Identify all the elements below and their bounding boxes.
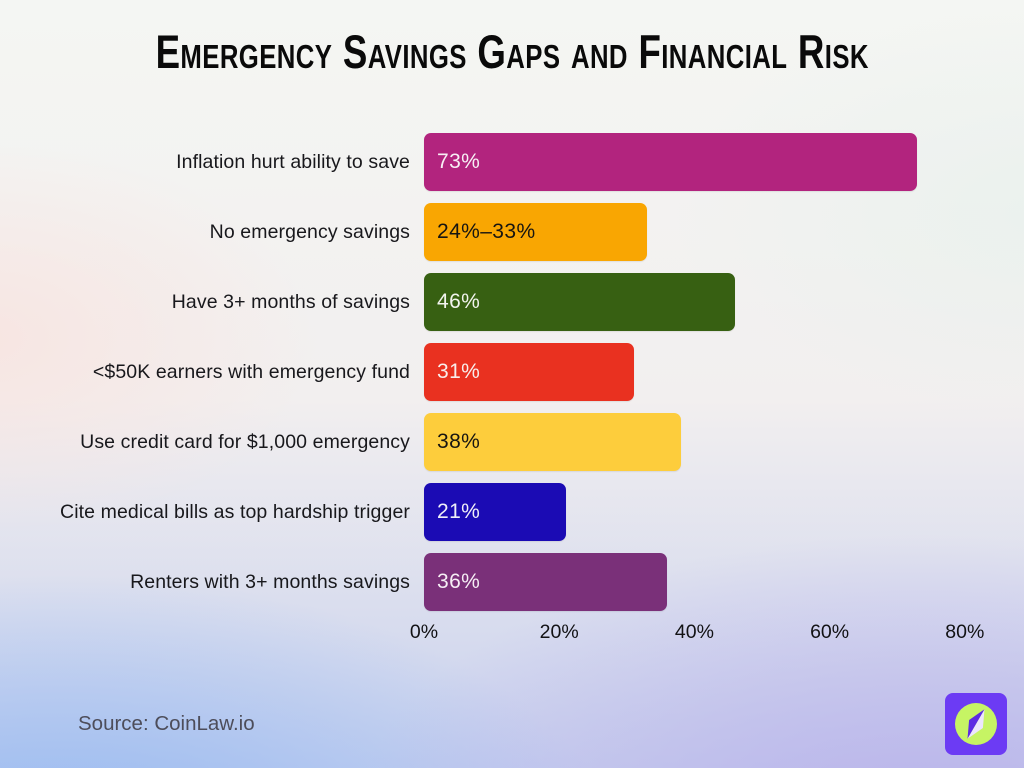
x-axis: 0% 20% 40% 60% 80% bbox=[410, 621, 1024, 647]
bar-row: Renters with 3+ months savings 36% bbox=[0, 553, 1024, 611]
category-label: No emergency savings bbox=[209, 220, 410, 243]
x-axis-tick: 80% bbox=[945, 621, 985, 643]
coinlaw-logo bbox=[945, 693, 1007, 755]
x-axis-tick: 40% bbox=[674, 621, 714, 643]
bar-renters: 36% bbox=[424, 553, 668, 611]
bar-row: Cite medical bills as top hardship trigg… bbox=[0, 483, 1024, 541]
bar-value-label: 36% bbox=[437, 570, 481, 593]
bar-track: 38% bbox=[424, 413, 1024, 471]
bar-no-emergency-savings: 24%–33% bbox=[424, 203, 648, 261]
bar-row: <$50K earners with emergency fund 31% bbox=[0, 343, 1024, 401]
bar-value-label: 31% bbox=[437, 360, 481, 383]
x-axis-tick: 0% bbox=[409, 621, 439, 643]
bar-value-label: 73% bbox=[437, 150, 481, 173]
bar-track: 24%–33% bbox=[424, 203, 1024, 261]
bar-chart: Inflation hurt ability to save 73% No em… bbox=[0, 133, 1024, 623]
category-label: Cite medical bills as top hardship trigg… bbox=[60, 500, 410, 523]
source-credit: Source: CoinLaw.io bbox=[78, 712, 255, 735]
category-label: Use credit card for $1,000 emergency bbox=[80, 430, 410, 453]
bar-value-label: 21% bbox=[437, 500, 481, 523]
bar-50k-earners: 31% bbox=[424, 343, 634, 401]
bar-credit-card: 38% bbox=[424, 413, 681, 471]
bar-medical-bills: 21% bbox=[424, 483, 566, 541]
bar-row: Inflation hurt ability to save 73% bbox=[0, 133, 1024, 191]
chart-title: Emergency Savings Gaps and Financial Ris… bbox=[155, 25, 869, 78]
category-label: Renters with 3+ months savings bbox=[130, 570, 410, 593]
bar-track: 73% bbox=[424, 133, 1024, 191]
bar-row: Use credit card for $1,000 emergency 38% bbox=[0, 413, 1024, 471]
bar-track: 31% bbox=[424, 343, 1024, 401]
bar-inflation: 73% bbox=[424, 133, 918, 191]
bar-value-label: 46% bbox=[437, 290, 481, 313]
bar-track: 36% bbox=[424, 553, 1024, 611]
bar-row: No emergency savings 24%–33% bbox=[0, 203, 1024, 261]
x-axis-tick: 60% bbox=[810, 621, 850, 643]
bar-track: 46% bbox=[424, 273, 1024, 331]
bar-3-months-savings: 46% bbox=[424, 273, 735, 331]
category-label: Inflation hurt ability to save bbox=[176, 150, 410, 173]
bar-row: Have 3+ months of savings 46% bbox=[0, 273, 1024, 331]
bar-track: 21% bbox=[424, 483, 1024, 541]
title-wrap: Emergency Savings Gaps and Financial Ris… bbox=[0, 24, 1024, 80]
bar-value-label: 38% bbox=[437, 430, 481, 453]
category-label: <$50K earners with emergency fund bbox=[92, 360, 410, 383]
bar-value-label: 24%–33% bbox=[437, 220, 536, 243]
category-label: Have 3+ months of savings bbox=[171, 290, 410, 313]
x-axis-tick: 20% bbox=[539, 621, 579, 643]
